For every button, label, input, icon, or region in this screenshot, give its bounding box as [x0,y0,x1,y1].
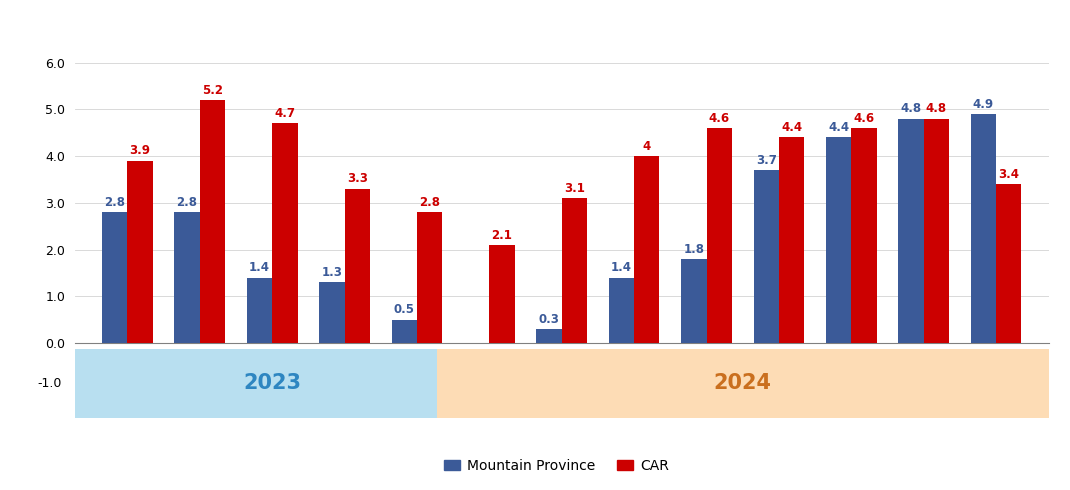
Text: 1.4: 1.4 [611,261,632,274]
Bar [392,319,417,343]
Text: 1.8: 1.8 [684,243,704,256]
Text: -0.1: -0.1 [463,351,490,364]
Bar [779,137,805,343]
Text: 3.4: 3.4 [998,168,1020,181]
Bar [996,184,1022,343]
Bar [852,128,876,343]
Bar [127,161,153,343]
Text: 4: 4 [643,140,651,153]
Bar [417,212,442,343]
Legend: Mountain Province, CAR: Mountain Province, CAR [439,453,674,478]
Bar [536,329,562,343]
Text: 1.4: 1.4 [249,261,270,274]
Text: 4.8: 4.8 [901,102,921,115]
Bar [682,259,706,343]
Text: 2.8: 2.8 [177,196,198,209]
Text: 5.2: 5.2 [202,84,223,97]
Bar [923,119,949,343]
Text: 2023: 2023 [243,373,301,393]
Bar [247,277,272,343]
Bar [200,100,225,343]
Text: 0.3: 0.3 [538,313,560,326]
Text: 2.1: 2.1 [491,228,513,242]
Text: 3.9: 3.9 [129,145,151,157]
Bar [706,128,732,343]
FancyBboxPatch shape [437,349,1049,417]
FancyBboxPatch shape [75,349,470,417]
Text: 2.8: 2.8 [419,196,440,209]
Bar [319,282,345,343]
Bar [899,119,923,343]
Text: 4.6: 4.6 [854,112,874,125]
Bar [489,245,515,343]
Bar [609,277,635,343]
Text: 4.6: 4.6 [708,112,730,125]
Bar [562,198,587,343]
Text: 3.7: 3.7 [755,154,777,167]
Bar [102,212,127,343]
Text: 1.3: 1.3 [321,266,342,279]
Text: 4.4: 4.4 [781,121,802,134]
Text: 0.5: 0.5 [394,303,415,317]
Text: 2.8: 2.8 [104,196,125,209]
Bar [635,156,659,343]
Text: 2024: 2024 [714,373,771,393]
Text: 4.9: 4.9 [973,98,994,111]
Text: 4.7: 4.7 [274,107,295,120]
Text: -1.0: -1.0 [37,377,61,390]
Text: 3.1: 3.1 [564,182,585,195]
Bar [464,343,489,348]
Bar [174,212,200,343]
Text: 4.4: 4.4 [828,121,850,134]
Bar [826,137,852,343]
Bar [345,189,370,343]
Bar [753,170,779,343]
Text: 3.3: 3.3 [347,172,368,186]
Bar [272,123,297,343]
Bar [970,114,996,343]
Text: 4.8: 4.8 [926,102,947,115]
